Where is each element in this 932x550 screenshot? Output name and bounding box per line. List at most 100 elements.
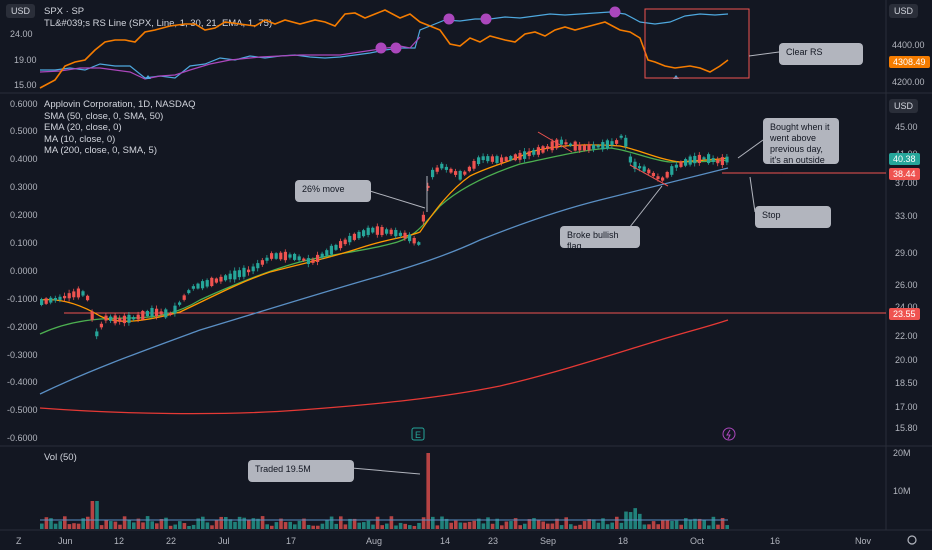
candle-body <box>619 135 623 138</box>
top-left-tick-3: 15.00 <box>14 80 37 90</box>
volume-bar <box>173 524 177 529</box>
volume-bar <box>605 524 610 529</box>
top-currency-right[interactable]: USD <box>889 4 919 18</box>
right-tick: 24.00 <box>895 302 918 312</box>
volume-bar <box>550 523 555 529</box>
time-label: 23 <box>488 536 499 546</box>
candle-body <box>504 157 508 162</box>
candle-body <box>702 157 706 160</box>
candle-body <box>178 302 182 305</box>
candle-body <box>122 315 126 324</box>
time-label: 17 <box>286 536 297 546</box>
candle-body <box>389 229 393 235</box>
volume-bar <box>76 523 81 529</box>
main-currency-right[interactable]: USD <box>889 99 919 113</box>
left-tick: 0.4000 <box>10 154 38 164</box>
candle-body <box>86 295 90 301</box>
volume-bar <box>265 524 269 529</box>
left-tick: -0.3000 <box>7 350 38 360</box>
volume-bar <box>132 522 136 529</box>
candle-body <box>136 314 140 320</box>
ma200-line <box>39 319 729 415</box>
candle-body <box>684 159 688 166</box>
stop-callout: Stop <box>755 206 831 228</box>
volume-bar <box>403 523 407 529</box>
flag-line <box>537 131 573 153</box>
indicator-ema20: EMA (20, close, 0) <box>44 122 122 133</box>
volume-bar <box>348 518 352 529</box>
top-right-tick-2: 4200.00 <box>892 77 925 87</box>
right-tick: 29.00 <box>895 248 918 258</box>
support-price-tag: 23.55 <box>889 308 920 320</box>
candle-body <box>168 312 172 316</box>
dividend-icon <box>722 427 736 441</box>
candle-body <box>440 163 444 169</box>
volume-bar <box>242 517 246 529</box>
volume-bar <box>472 520 476 529</box>
right-tick: 20.00 <box>895 355 918 365</box>
volume-bar <box>449 522 453 529</box>
vol-right-tick-1: 20M <box>893 448 911 458</box>
volume-bar <box>601 518 605 529</box>
volume-bar <box>44 517 49 529</box>
volume-bar <box>385 523 389 529</box>
top-currency-left[interactable]: USD <box>6 4 36 18</box>
timezone-button[interactable]: Z <box>16 536 22 546</box>
candle-body <box>633 161 637 169</box>
flag-callout: Broke bullish flag <box>560 226 640 251</box>
volume-bar <box>343 524 348 529</box>
volume-bar <box>109 521 113 529</box>
candle-body <box>81 291 85 296</box>
volume-bar <box>500 525 504 529</box>
sma50-line <box>39 167 729 395</box>
volume-bar <box>320 523 325 529</box>
volume-bar <box>458 522 463 529</box>
volume-bar <box>578 524 582 529</box>
volume-bar <box>518 525 522 529</box>
candle-body <box>638 166 642 169</box>
volume-bar <box>661 520 665 529</box>
time-label: 22 <box>166 536 177 546</box>
bought-callout: Bought when it went above previous day, … <box>763 118 839 176</box>
volume-bar <box>53 523 58 529</box>
candle-body <box>233 270 237 280</box>
candle-body <box>132 317 136 320</box>
candle-body <box>546 146 550 149</box>
volume-bar <box>357 522 361 529</box>
candle-body <box>357 231 361 239</box>
volume-bar <box>95 501 99 529</box>
volume-bar <box>582 521 587 529</box>
candle-body <box>210 277 214 287</box>
left-tick: -0.6000 <box>7 433 38 443</box>
volume-bar <box>49 518 53 529</box>
candle-body <box>435 167 439 172</box>
volume-bar <box>90 501 95 529</box>
earnings-icon-glyph: E <box>415 430 421 440</box>
volume-bar <box>141 522 145 529</box>
candle-body <box>159 311 163 315</box>
candle-body <box>647 169 651 174</box>
left-tick: 0.1000 <box>10 238 38 248</box>
candle-body <box>523 151 527 159</box>
volume-bar <box>380 525 384 529</box>
candle-body <box>67 293 71 299</box>
indicator-ma10: MA (10, close, 0) <box>44 133 116 145</box>
volume-bar <box>237 516 242 529</box>
candle-body <box>297 256 301 261</box>
volume-bar <box>224 517 228 529</box>
earnings-icon <box>411 427 425 441</box>
candle-body <box>573 141 577 151</box>
candles <box>40 133 729 340</box>
clear-rs-callout: Clear RS <box>779 43 863 65</box>
candle-body <box>398 232 402 236</box>
candle-body <box>532 149 536 155</box>
candle-body <box>274 253 278 259</box>
candle-body <box>610 141 614 146</box>
volume-bar <box>362 522 366 529</box>
volume-bar <box>587 519 591 529</box>
candle-body <box>481 156 485 161</box>
candle-body <box>518 152 522 160</box>
main-legend: Applovin Corporation, 1D, NASDAQ SMA (50… <box>44 99 196 157</box>
candle-body <box>403 232 407 239</box>
